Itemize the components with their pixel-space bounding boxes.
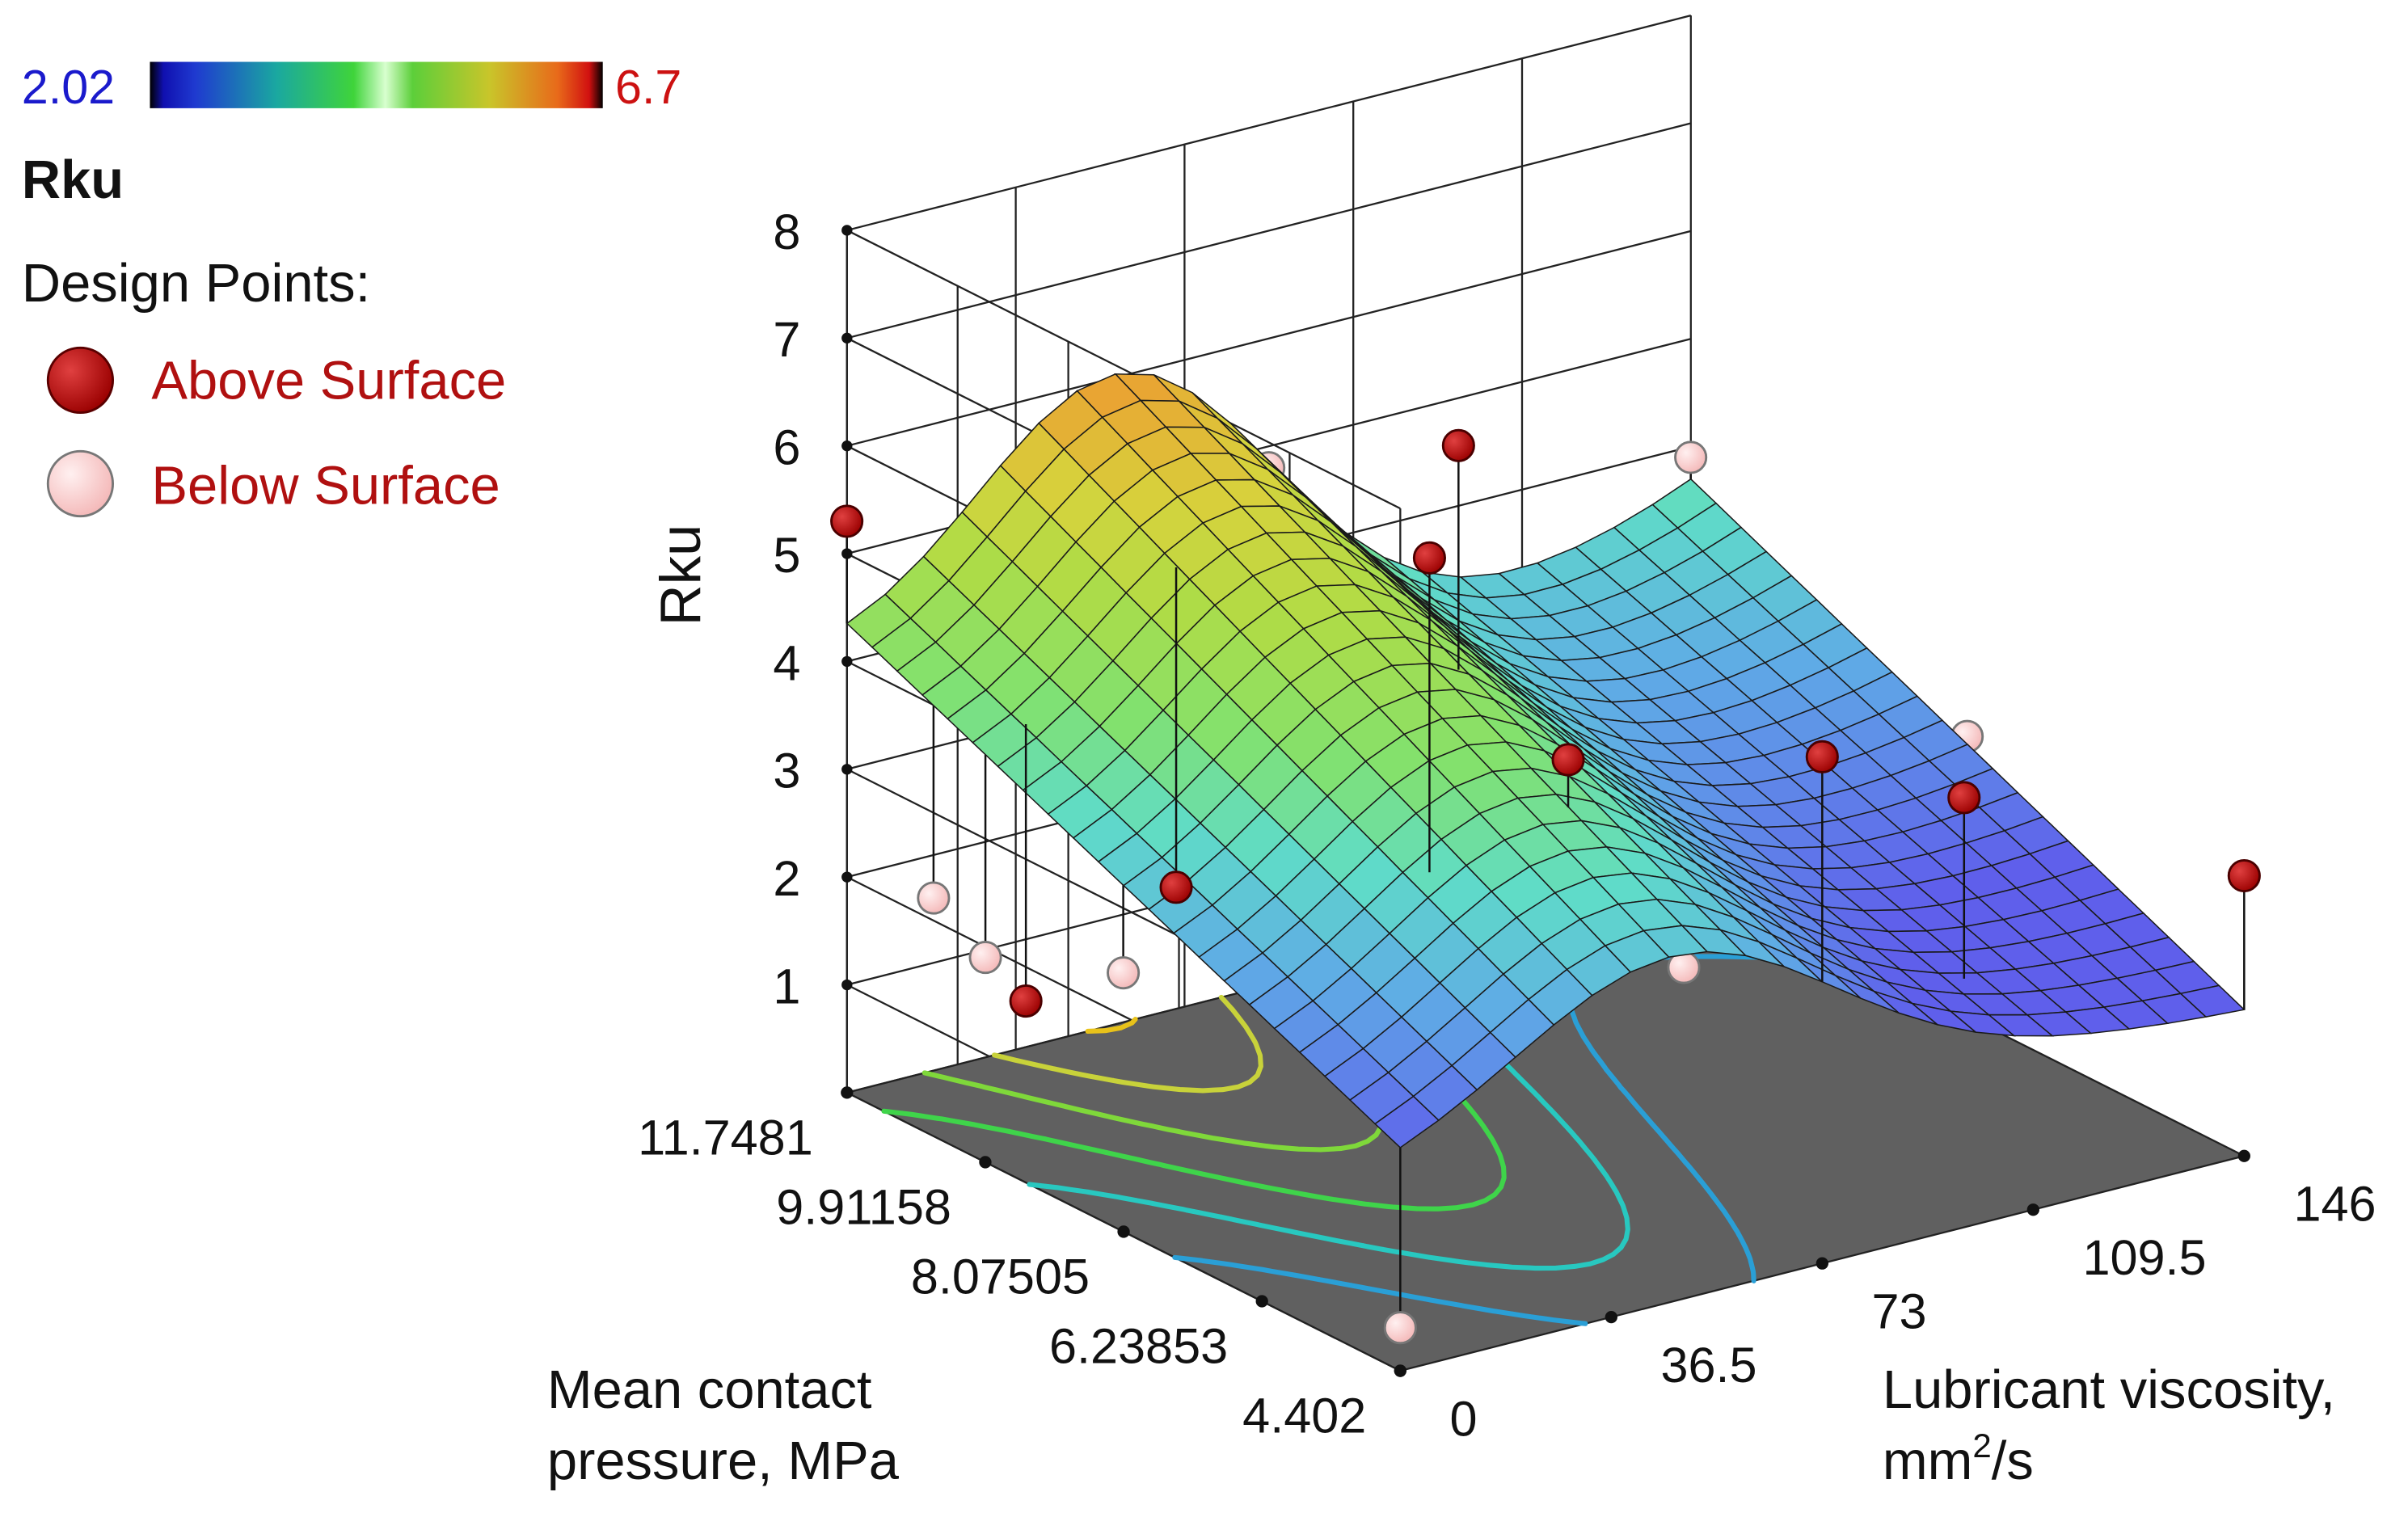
- x-tick-mark: [1255, 1295, 1268, 1308]
- design-point-above: [1441, 428, 1475, 462]
- z-tick-mark: [841, 655, 853, 668]
- y-axis-label-unit-suffix: /s: [1992, 1431, 2034, 1491]
- design-point-below: [968, 941, 1002, 975]
- design-point-above: [1551, 743, 1585, 777]
- y-tick-mark: [2237, 1149, 2250, 1162]
- z-tick-label: 6: [773, 420, 800, 475]
- colorbar-max-label: 6.7: [615, 60, 681, 114]
- z-tick-mark: [841, 225, 853, 236]
- y-tick-mark: [1605, 1310, 1617, 1324]
- contour-line: [1085, 1016, 1138, 1035]
- y-tick-mark: [2026, 1203, 2039, 1216]
- surface-cell: [1373, 1095, 1440, 1148]
- colorbar: [150, 61, 603, 108]
- y-axis-label-unit: mm: [1883, 1431, 1972, 1491]
- y-tick-label: 36.5: [1661, 1338, 1757, 1393]
- y-axis-label-superscript: 2: [1972, 1427, 1991, 1465]
- design-point-below: [1674, 440, 1708, 474]
- axis-ticks: 1 2 3 4 5 6 7 8 11.7481 9.91158 8.07505 6.23853 4.40…: [638, 204, 2376, 1446]
- z-tick-mark: [841, 440, 853, 452]
- z-tick-mark: [841, 764, 853, 775]
- z-tick-label: 1: [773, 959, 800, 1014]
- x-tick-mark: [841, 1086, 854, 1099]
- grid-line: [846, 15, 1692, 232]
- design-point-above: [1159, 870, 1193, 904]
- x-tick-label: 11.7481: [638, 1110, 813, 1165]
- design-point-above: [2227, 858, 2261, 893]
- z-tick-label: 3: [773, 744, 800, 799]
- y-tick-label: 146: [2294, 1177, 2376, 1232]
- legend-above-label: Above Surface: [151, 350, 506, 411]
- grid-line: [846, 230, 1692, 447]
- y-tick-mark: [1815, 1257, 1828, 1270]
- grid-line: [846, 229, 1401, 510]
- x-axis-label-line2: pressure, MPa: [547, 1431, 900, 1491]
- design-point-above: [830, 504, 864, 538]
- y-axis-label-line2: mm2/s: [1883, 1427, 2034, 1491]
- z-tick-label: 4: [773, 635, 800, 690]
- z-axis-label: Rku: [648, 525, 712, 626]
- contour-line: [991, 994, 1263, 1094]
- x-tick-label: 4.402: [1242, 1389, 1366, 1443]
- y-tick-label: 73: [1872, 1283, 1927, 1338]
- y-axis-label: Lubricant viscosity, mm2/s: [1883, 1359, 2335, 1491]
- y-axis-label-line1: Lubricant viscosity,: [1883, 1359, 2335, 1420]
- legend-variable-name: Rku: [22, 150, 124, 210]
- design-point-below: [917, 881, 951, 915]
- y-tick-label: 0: [1450, 1391, 1478, 1446]
- legend-below-label: Below Surface: [151, 455, 500, 516]
- x-axis-label: Mean contact pressure, MPa: [547, 1359, 900, 1491]
- design-point-above: [1009, 984, 1043, 1018]
- x-axis-label-line1: Mean contact: [547, 1359, 872, 1420]
- legend: 2.02 6.7 Rku Design Points: Above Surfac…: [22, 60, 681, 518]
- design-points-above: [830, 428, 2261, 1018]
- x-tick-mark: [1117, 1225, 1130, 1238]
- z-tick-label: 2: [773, 851, 800, 906]
- z-tick-label: 5: [773, 528, 800, 583]
- design-point-below: [1383, 1311, 1417, 1345]
- x-tick-mark: [979, 1156, 992, 1169]
- z-tick-mark: [841, 871, 853, 883]
- z-tick-mark: [841, 332, 853, 344]
- y-tick-mark: [1394, 1364, 1406, 1377]
- colorbar-min-label: 2.02: [22, 60, 115, 114]
- legend-below-marker: [46, 449, 115, 518]
- y-tick-label: 109.5: [2083, 1230, 2207, 1285]
- design-point-above: [1805, 740, 1839, 773]
- legend-above-marker: [46, 346, 115, 414]
- z-tick-mark: [841, 979, 853, 991]
- x-tick-label: 8.07505: [911, 1249, 1090, 1304]
- legend-title: Design Points:: [22, 253, 370, 314]
- design-point-above: [1412, 541, 1446, 575]
- x-tick-label: 9.91158: [776, 1179, 951, 1234]
- grid-line: [846, 122, 1692, 339]
- z-tick-label: 7: [773, 312, 800, 367]
- x-tick-label: 6.23853: [1049, 1318, 1228, 1373]
- design-points-below: [917, 440, 1984, 1345]
- response-surface: [846, 373, 2246, 1148]
- design-point-below: [1107, 956, 1141, 990]
- design-point-above: [1947, 781, 1981, 815]
- z-tick-label: 8: [773, 204, 800, 259]
